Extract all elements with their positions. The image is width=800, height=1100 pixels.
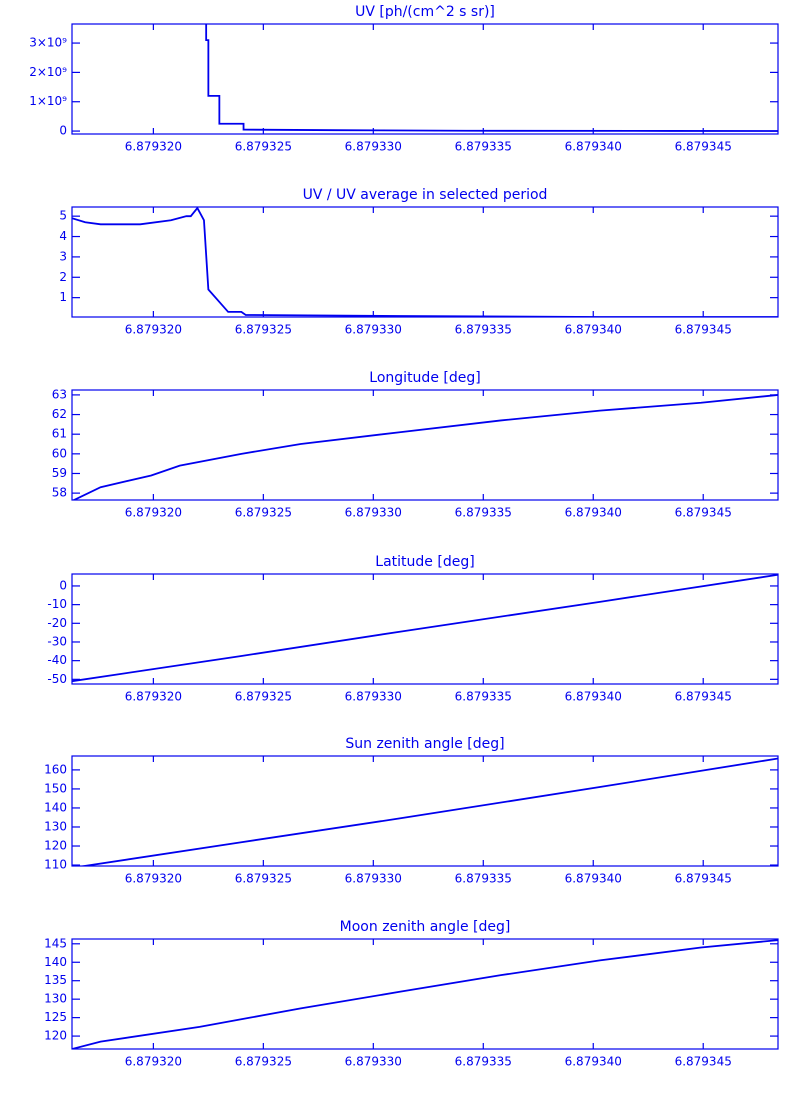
y-tick-label: 1 xyxy=(59,290,67,304)
y-tick-label: 125 xyxy=(44,1010,67,1024)
y-tick-label: 63 xyxy=(52,387,67,401)
y-tick-label: 145 xyxy=(44,936,67,950)
x-tick-label: 6.879340 xyxy=(565,872,622,886)
data-line xyxy=(205,24,778,132)
panel-title: Moon zenith angle [deg] xyxy=(340,919,511,935)
panel-title: UV [ph/(cm^2 s sr)] xyxy=(355,4,495,20)
plot-frame xyxy=(71,573,779,685)
y-tick-label: 4 xyxy=(59,229,67,243)
x-tick-label: 6.879345 xyxy=(675,1055,732,1069)
x-tick-label: 6.879320 xyxy=(125,1055,182,1069)
x-tick-label: 6.879345 xyxy=(675,506,732,520)
panel-title: UV / UV average in selected period xyxy=(303,187,548,203)
y-tick-label: 61 xyxy=(52,427,67,441)
x-tick-label: 6.879330 xyxy=(345,506,402,520)
x-tick-label: 6.879335 xyxy=(455,140,512,154)
panel-title: Sun zenith angle [deg] xyxy=(345,736,504,752)
y-tick-label: 3×10⁹ xyxy=(29,36,67,50)
x-tick-label: 6.879320 xyxy=(125,140,182,154)
y-tick-label: -10 xyxy=(47,597,67,611)
x-tick-label: 6.879325 xyxy=(235,140,292,154)
x-tick-label: 6.879320 xyxy=(125,690,182,704)
plot-frame xyxy=(71,389,779,501)
y-tick-label: -40 xyxy=(47,653,67,667)
x-tick-label: 6.879320 xyxy=(125,872,182,886)
x-tick-label: 6.879340 xyxy=(565,1055,622,1069)
plot-frame xyxy=(71,755,779,867)
x-tick-label: 6.879335 xyxy=(455,323,512,337)
x-tick-label: 6.879345 xyxy=(675,140,732,154)
x-tick-label: 6.879325 xyxy=(235,1055,292,1069)
x-tick-label: 6.879340 xyxy=(565,690,622,704)
y-tick-label: 130 xyxy=(44,992,67,1006)
x-tick-label: 6.879335 xyxy=(455,872,512,886)
x-tick-label: 6.879325 xyxy=(235,323,292,337)
x-tick-label: 6.879325 xyxy=(235,506,292,520)
y-tick-label: 140 xyxy=(44,800,67,814)
x-tick-label: 6.879340 xyxy=(565,140,622,154)
y-tick-label: 110 xyxy=(44,858,67,872)
data-line xyxy=(72,939,778,1049)
x-tick-label: 6.879325 xyxy=(235,690,292,704)
x-tick-label: 6.879330 xyxy=(345,872,402,886)
y-tick-label: 0 xyxy=(59,578,67,592)
y-tick-label: 59 xyxy=(52,466,67,480)
x-tick-label: 6.879325 xyxy=(235,872,292,886)
y-tick-label: 120 xyxy=(44,839,67,853)
data-line xyxy=(72,394,778,500)
plot-frame xyxy=(71,938,779,1050)
x-tick-label: 6.879340 xyxy=(565,323,622,337)
x-tick-label: 6.879335 xyxy=(455,690,512,704)
data-line xyxy=(72,207,778,317)
y-tick-label: 135 xyxy=(44,973,67,987)
y-tick-label: 58 xyxy=(52,486,67,500)
y-tick-label: 140 xyxy=(44,955,67,969)
y-tick-label: 62 xyxy=(52,407,67,421)
y-tick-label: 0 xyxy=(59,124,67,138)
y-tick-label: -30 xyxy=(47,634,67,648)
x-tick-label: 6.879330 xyxy=(345,140,402,154)
y-tick-label: 3 xyxy=(59,249,67,263)
y-tick-label: 2 xyxy=(59,270,67,284)
y-tick-label: 60 xyxy=(52,446,67,460)
data-line xyxy=(72,574,778,683)
x-tick-label: 6.879320 xyxy=(125,323,182,337)
x-tick-label: 6.879345 xyxy=(675,323,732,337)
data-line xyxy=(78,757,778,866)
y-tick-label: 130 xyxy=(44,819,67,833)
x-tick-label: 6.879335 xyxy=(455,1055,512,1069)
plot-frame xyxy=(71,23,779,135)
y-tick-label: -50 xyxy=(47,672,67,686)
x-tick-label: 6.879320 xyxy=(125,506,182,520)
x-tick-label: 6.879330 xyxy=(345,323,402,337)
panel-title: Longitude [deg] xyxy=(369,370,480,386)
panel-title: Latitude [deg] xyxy=(375,554,474,570)
x-tick-label: 6.879345 xyxy=(675,872,732,886)
x-tick-label: 6.879330 xyxy=(345,1055,402,1069)
x-tick-label: 6.879330 xyxy=(345,690,402,704)
x-tick-label: 6.879335 xyxy=(455,506,512,520)
y-tick-label: 5 xyxy=(59,209,67,223)
y-tick-label: 1×10⁹ xyxy=(29,94,67,108)
y-tick-label: 2×10⁹ xyxy=(29,65,67,79)
plot-frame xyxy=(71,206,779,318)
y-tick-label: -20 xyxy=(47,616,67,630)
x-tick-label: 6.879340 xyxy=(565,506,622,520)
y-tick-label: 120 xyxy=(44,1029,67,1043)
x-tick-label: 6.879345 xyxy=(675,690,732,704)
y-tick-label: 150 xyxy=(44,781,67,795)
y-tick-label: 160 xyxy=(44,762,67,776)
